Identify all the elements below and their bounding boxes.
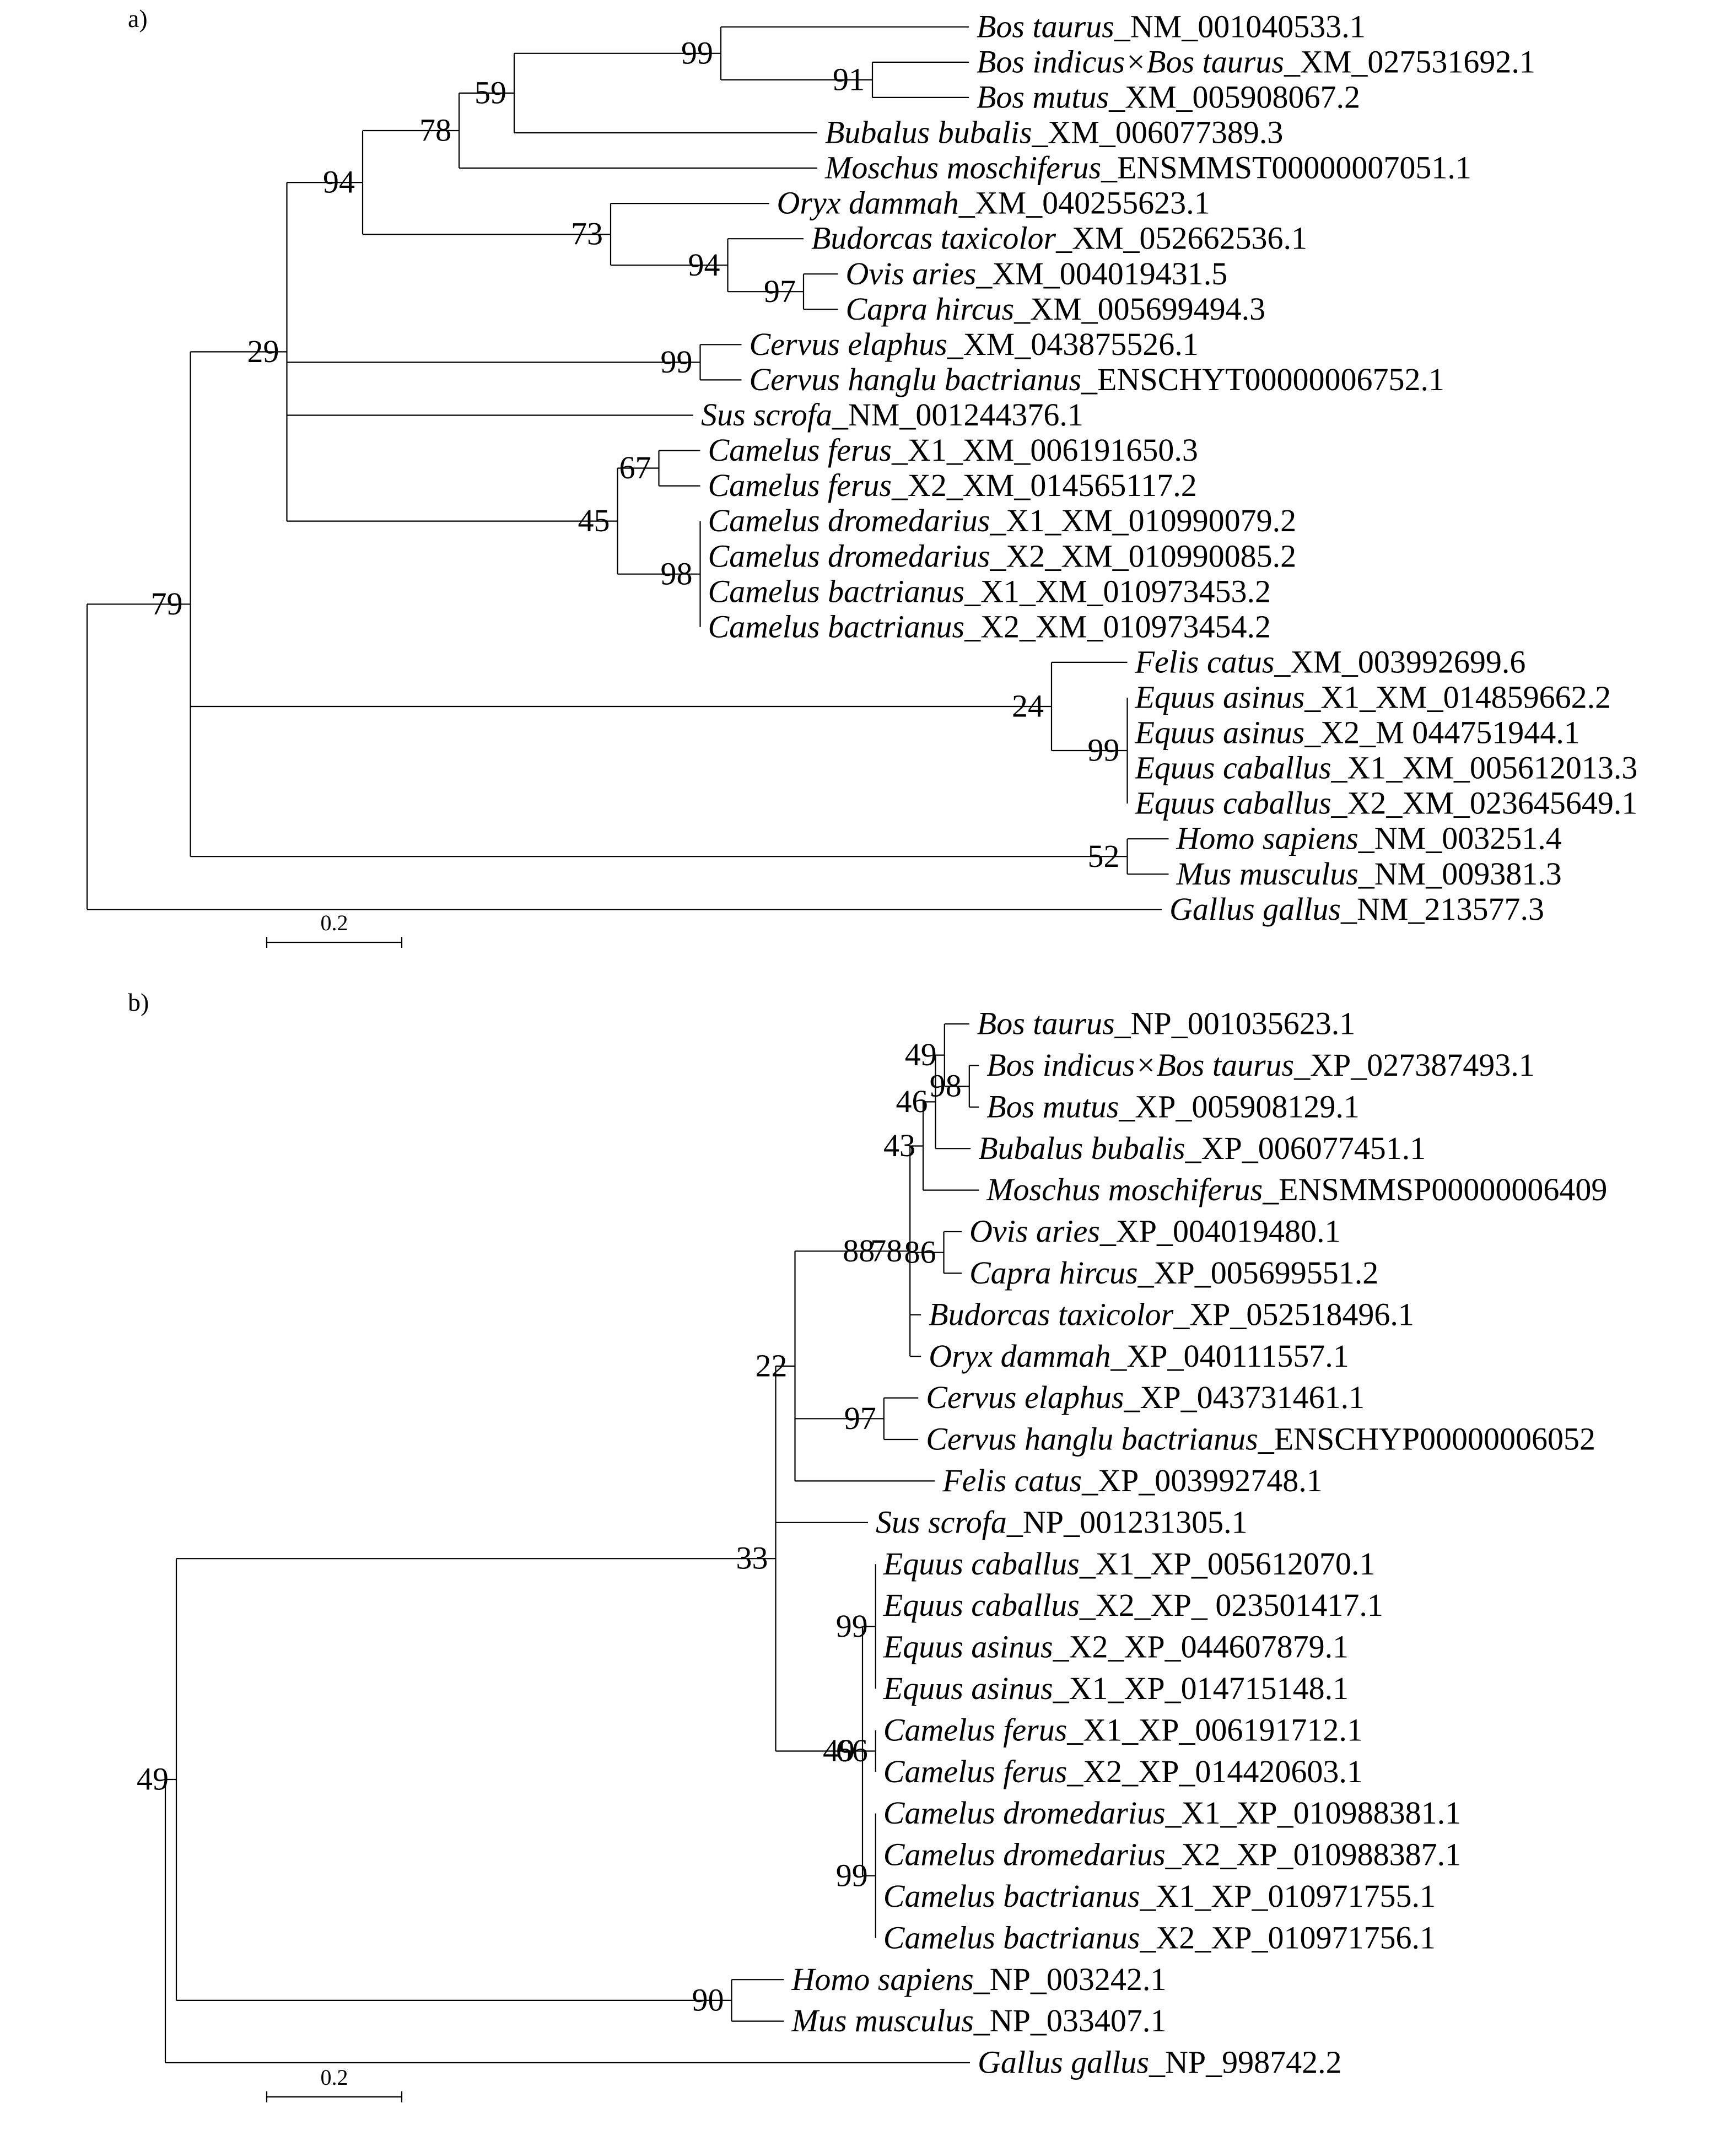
svg-text:Homo sapiens_NM_003251.4: Homo sapiens_NM_003251.4 xyxy=(1176,821,1562,856)
svg-text:Mus musculus_NM_009381.3: Mus musculus_NM_009381.3 xyxy=(1176,856,1562,892)
svg-text:Bos indicus×Bos taurus_XP_0273: Bos indicus×Bos taurus_XP_027387493.1 xyxy=(986,1047,1535,1083)
svg-text:Camelus bactrianus_X2_XP_01097: Camelus bactrianus_X2_XP_010971756.1 xyxy=(883,1919,1436,1955)
svg-text:Camelus dromedarius_X1_XM_0109: Camelus dromedarius_X1_XM_010990079.2 xyxy=(708,503,1297,538)
svg-text:Equus asinus_X1_XM_014859662.2: Equus asinus_X1_XM_014859662.2 xyxy=(1135,679,1611,715)
svg-text:49: 49 xyxy=(905,1037,937,1072)
svg-text:Cervus hanglu bactrianus_ENSCH: Cervus hanglu bactrianus_ENSCHYT00000006… xyxy=(750,362,1445,397)
svg-text:Bos taurus_NM_001040533.1: Bos taurus_NM_001040533.1 xyxy=(977,8,1366,44)
svg-text:52: 52 xyxy=(1088,838,1120,874)
svg-text:Mus musculus_NP_033407.1: Mus musculus_NP_033407.1 xyxy=(791,2003,1167,2038)
svg-text:90: 90 xyxy=(692,1982,724,2018)
svg-text:Bos mutus_XP_005908129.1: Bos mutus_XP_005908129.1 xyxy=(986,1088,1360,1124)
svg-text:29: 29 xyxy=(247,333,279,369)
svg-text:45: 45 xyxy=(578,503,610,538)
svg-text:Budorcas taxicolor_XP_05251849: Budorcas taxicolor_XP_052518496.1 xyxy=(929,1296,1414,1332)
svg-text:94: 94 xyxy=(688,247,720,283)
svg-text:Budorcas taxicolor_XM_05266253: Budorcas taxicolor_XM_052662536.1 xyxy=(811,220,1307,256)
svg-text:Moschus moschiferus_ENSMMST000: Moschus moschiferus_ENSMMST00000007051.1 xyxy=(824,150,1471,186)
svg-text:99: 99 xyxy=(661,344,693,380)
svg-text:79: 79 xyxy=(151,586,183,622)
svg-text:97: 97 xyxy=(844,1400,876,1436)
svg-text:Equus caballus_X2_XM_023645649: Equus caballus_X2_XM_023645649.1 xyxy=(1135,785,1638,821)
svg-text:78: 78 xyxy=(419,112,451,148)
svg-text:Camelus dromedarius_X2_XM_0109: Camelus dromedarius_X2_XM_010990085.2 xyxy=(708,538,1297,574)
svg-text:Homo sapiens_NP_003242.1: Homo sapiens_NP_003242.1 xyxy=(791,1961,1167,1997)
svg-text:97: 97 xyxy=(764,273,796,309)
svg-text:Bubalus bubalis_XP_006077451.1: Bubalus bubalis_XP_006077451.1 xyxy=(978,1130,1426,1166)
svg-text:94: 94 xyxy=(323,164,355,200)
svg-text:86: 86 xyxy=(904,1234,936,1270)
svg-text:Oryx dammah_XP_040111557.1: Oryx dammah_XP_040111557.1 xyxy=(929,1338,1349,1374)
svg-text:46: 46 xyxy=(896,1083,928,1119)
svg-text:Camelus dromedarius_X1_XP_0109: Camelus dromedarius_X1_XP_010988381.1 xyxy=(883,1795,1461,1831)
svg-text:Sus scrofa_NM_001244376.1: Sus scrofa_NM_001244376.1 xyxy=(701,397,1083,433)
svg-text:Cervus hanglu bactrianus_ENSCH: Cervus hanglu bactrianus_ENSCHYP00000006… xyxy=(926,1421,1595,1457)
svg-text:Sus scrofa_NP_001231305.1: Sus scrofa_NP_001231305.1 xyxy=(876,1504,1248,1540)
svg-text:Camelus bactrianus_X1_XM_01097: Camelus bactrianus_X1_XM_010973453.2 xyxy=(708,573,1271,609)
svg-text:49: 49 xyxy=(137,1761,169,1797)
svg-text:Capra hircus_XM_005699494.3: Capra hircus_XM_005699494.3 xyxy=(846,291,1266,327)
svg-text:0.2: 0.2 xyxy=(321,910,348,935)
svg-text:Equus caballus_X2_XP_ 02350141: Equus caballus_X2_XP_ 023501417.1 xyxy=(883,1587,1383,1623)
svg-text:59: 59 xyxy=(475,75,506,111)
svg-text:Moschus moschiferus_ENSMMSP000: Moschus moschiferus_ENSMMSP00000006409 xyxy=(986,1172,1607,1207)
svg-text:Camelus dromedarius_X2_XP_0109: Camelus dromedarius_X2_XP_010988387.1 xyxy=(883,1837,1461,1873)
svg-text:Bos taurus_NP_001035623.1: Bos taurus_NP_001035623.1 xyxy=(977,1006,1355,1042)
svg-text:78: 78 xyxy=(870,1233,902,1269)
svg-text:24: 24 xyxy=(1012,688,1044,724)
svg-text:Equus asinus_X1_XP_014715148.1: Equus asinus_X1_XP_014715148.1 xyxy=(883,1670,1349,1706)
svg-text:66: 66 xyxy=(836,1733,868,1768)
svg-text:Bos mutus_XM_005908067.2: Bos mutus_XM_005908067.2 xyxy=(977,79,1360,115)
svg-text:Ovis aries_XM_004019431.5: Ovis aries_XM_004019431.5 xyxy=(846,256,1228,292)
svg-text:Camelus ferus_X1_XM_006191650.: Camelus ferus_X1_XM_006191650.3 xyxy=(708,432,1198,468)
svg-text:99: 99 xyxy=(836,1857,868,1893)
svg-text:Ovis aries_XP_004019480.1: Ovis aries_XP_004019480.1 xyxy=(969,1213,1340,1249)
svg-text:Cervus elaphus_XP_043731461.1: Cervus elaphus_XP_043731461.1 xyxy=(926,1379,1365,1415)
svg-text:Bos indicus×Bos taurus_XM_0275: Bos indicus×Bos taurus_XM_027531692.1 xyxy=(977,44,1535,79)
svg-text:99: 99 xyxy=(681,35,713,71)
svg-text:0.2: 0.2 xyxy=(321,2065,348,2090)
svg-text:Camelus ferus_X2_XP_014420603.: Camelus ferus_X2_XP_014420603.1 xyxy=(883,1754,1363,1789)
svg-text:Felis catus_XM_003992699.6: Felis catus_XM_003992699.6 xyxy=(1135,644,1526,679)
svg-text:98: 98 xyxy=(661,555,693,591)
svg-text:Cervus elaphus_XM_043875526.1: Cervus elaphus_XM_043875526.1 xyxy=(750,326,1199,362)
svg-text:Equus asinus_X2_M 044751944.1: Equus asinus_X2_M 044751944.1 xyxy=(1135,715,1580,751)
svg-text:98: 98 xyxy=(930,1068,962,1104)
svg-text:67: 67 xyxy=(619,450,651,486)
svg-text:Capra hircus_XP_005699551.2: Capra hircus_XP_005699551.2 xyxy=(969,1255,1378,1291)
svg-text:99: 99 xyxy=(836,1608,868,1644)
svg-text:99: 99 xyxy=(1088,732,1120,768)
svg-text:91: 91 xyxy=(833,62,865,98)
svg-text:Equus caballus_X1_XM_005612013: Equus caballus_X1_XM_005612013.3 xyxy=(1135,750,1638,786)
svg-text:33: 33 xyxy=(736,1540,768,1576)
svg-text:Equus caballus_X1_XP_005612070: Equus caballus_X1_XP_005612070.1 xyxy=(883,1546,1376,1582)
svg-text:73: 73 xyxy=(571,216,603,252)
svg-text:22: 22 xyxy=(756,1347,788,1383)
svg-text:Equus asinus_X2_XP_044607879.1: Equus asinus_X2_XP_044607879.1 xyxy=(883,1629,1349,1665)
svg-text:Oryx dammah_XM_040255623.1: Oryx dammah_XM_040255623.1 xyxy=(777,185,1210,221)
svg-text:Camelus ferus_X2_XM_014565117.: Camelus ferus_X2_XM_014565117.2 xyxy=(708,467,1197,503)
svg-text:Bubalus bubalis_XM_006077389.3: Bubalus bubalis_XM_006077389.3 xyxy=(825,115,1283,150)
svg-text:Camelus bactrianus_X1_XP_01097: Camelus bactrianus_X1_XP_010971755.1 xyxy=(883,1878,1436,1914)
svg-text:Felis catus_XP_003992748.1: Felis catus_XP_003992748.1 xyxy=(942,1463,1323,1498)
svg-text:Camelus ferus_X1_XP_006191712.: Camelus ferus_X1_XP_006191712.1 xyxy=(883,1712,1363,1748)
svg-text:Camelus bactrianus_X2_XM_01097: Camelus bactrianus_X2_XM_010973454.2 xyxy=(708,608,1271,644)
svg-text:43: 43 xyxy=(883,1128,915,1163)
